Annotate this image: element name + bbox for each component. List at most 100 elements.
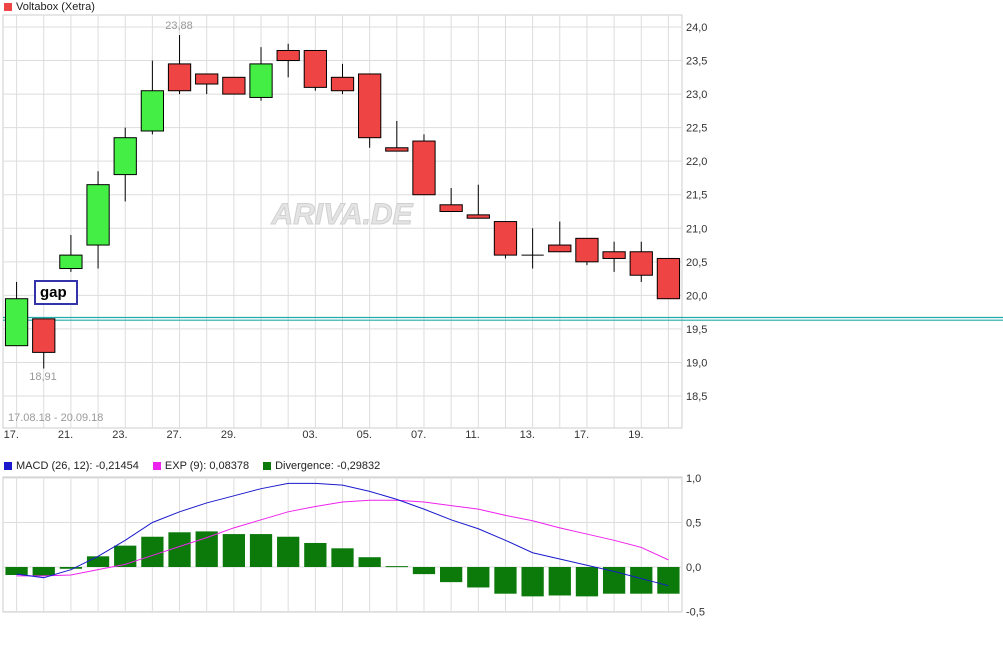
divergence-bar	[440, 567, 463, 583]
macd-swatch	[4, 462, 12, 470]
candle-body	[358, 73, 382, 139]
divergence-bar	[168, 532, 191, 567]
macd-y-tick-label: -0,5	[686, 607, 705, 619]
candle-body	[466, 214, 490, 219]
candle-body	[222, 76, 246, 95]
divergence-bar	[5, 567, 28, 576]
macd-y-axis: 1,0 0,5 0,0 -0,5	[686, 473, 705, 619]
price-x-axis: 17. 21. 23. 27. 29. 03. 05. 07. 11. 13. 17. 19.	[4, 429, 644, 441]
divergence-bar	[575, 567, 599, 597]
price-y-tick-label: 18,5	[686, 391, 707, 403]
divergence-bar	[304, 542, 327, 567]
candle-body	[86, 184, 110, 246]
price-x-tick-label: 03.	[302, 429, 317, 441]
price-x-tick-label: 29.	[221, 429, 236, 441]
candle-body	[140, 90, 165, 132]
candle-body	[385, 147, 409, 152]
divergence-bar	[277, 536, 300, 567]
price-y-tick-label: 20,0	[686, 290, 707, 302]
exp-swatch	[152, 462, 161, 470]
candle-body	[303, 49, 327, 88]
divergence-swatch	[263, 462, 272, 470]
watermark: ARIVA.DE	[270, 198, 413, 231]
divergence-bar	[494, 567, 517, 594]
candles	[4, 35, 681, 369]
price-x-tick-label: 05.	[357, 429, 372, 441]
divergence-bar	[141, 536, 164, 567]
divergence-bar	[548, 567, 571, 596]
price-x-tick-label: 11.	[465, 429, 479, 441]
candle-body	[439, 204, 463, 212]
high-label: 23,88	[165, 20, 193, 32]
divergence-bar	[32, 567, 55, 576]
divergence-bar	[467, 567, 490, 588]
exp-line	[16, 499, 669, 577]
legend-exp: EXP (9): 0,08378	[152, 460, 250, 472]
price-x-tick-label: 17.	[574, 429, 589, 441]
price-x-tick-label: 07.	[411, 429, 426, 441]
macd-y-tick-label: 0,5	[686, 518, 701, 530]
divergence-bar	[114, 545, 137, 567]
divergence-bar	[358, 557, 381, 567]
divergence-bar	[602, 567, 626, 594]
price-y-tick-label: 22,0	[686, 156, 707, 168]
divergence-bar	[59, 567, 83, 569]
divergence-bar	[222, 534, 245, 567]
price-y-tick-label: 24,0	[686, 22, 707, 34]
divergence-bar	[331, 548, 354, 567]
legend-macd: MACD (26, 12): -0,21454	[4, 460, 139, 472]
divergence-bar	[385, 566, 408, 568]
price-y-tick-label: 20,5	[686, 257, 707, 269]
exp-label: EXP (9): 0,08378	[164, 460, 250, 472]
price-y-tick-label: 23,0	[686, 89, 707, 101]
candle-body	[4, 298, 29, 347]
date-range: 17.08.18 - 20.09.18	[8, 412, 103, 424]
legend-divergence: Divergence: -0,29832	[263, 460, 380, 472]
horizontal-lines	[3, 316, 1003, 321]
candle-body	[412, 140, 436, 196]
title-swatch	[4, 3, 12, 11]
price-x-tick-label: 21.	[58, 429, 73, 441]
candle-body	[602, 251, 626, 259]
candle-body	[548, 244, 572, 253]
candle-body	[195, 73, 219, 85]
candle-body	[330, 76, 355, 92]
divergence-bar	[86, 556, 110, 567]
divergence-label: Divergence: -0,29832	[275, 460, 381, 472]
candle-body	[113, 137, 137, 176]
price-x-tick-label: 17.	[4, 429, 19, 441]
divergence-bar	[657, 567, 680, 594]
price-y-tick-label: 21,0	[686, 223, 707, 235]
candle-body	[249, 63, 273, 98]
price-x-tick-label: 19.	[628, 429, 643, 441]
divergence-bar	[521, 567, 544, 597]
divergence-bars	[5, 531, 680, 597]
candle-body	[276, 49, 300, 62]
candle-body	[656, 257, 681, 300]
price-x-tick-label: 13.	[520, 429, 535, 441]
candle-body	[575, 237, 599, 263]
macd-label: MACD (26, 12): -0,21454	[16, 460, 139, 472]
macd-lines	[16, 482, 669, 587]
price-y-tick-label: 23,5	[686, 56, 707, 68]
price-y-tick-label: 19,0	[686, 357, 707, 369]
macd-line	[16, 482, 669, 587]
price-y-tick-label: 21,5	[686, 190, 707, 202]
price-x-tick-label: 27.	[167, 429, 182, 441]
chart-legend: Voltabox (Xetra)	[4, 1, 95, 13]
candle-body	[493, 221, 518, 256]
price-y-tick-label: 19,5	[686, 324, 707, 336]
candle-body	[59, 254, 83, 270]
candle-body	[32, 318, 56, 353]
macd-y-tick-label: 0,0	[686, 562, 701, 574]
divergence-bar	[195, 531, 218, 567]
divergence-bar	[412, 567, 436, 575]
price-y-axis: 18,5 19,0 19,5 20,0 20,5 21,0 21,5 22,0 22,5 23,0…	[686, 22, 707, 403]
gap-annotation: gap	[34, 280, 78, 305]
low-label: 18,91	[29, 371, 57, 383]
macd-y-tick-label: 1,0	[686, 473, 701, 485]
price-y-tick-label: 22,5	[686, 123, 707, 135]
macd-legend: MACD (26, 12): -0,21454 EXP (9): 0,08378…	[4, 460, 394, 472]
chart-title: Voltabox (Xetra)	[16, 1, 95, 13]
